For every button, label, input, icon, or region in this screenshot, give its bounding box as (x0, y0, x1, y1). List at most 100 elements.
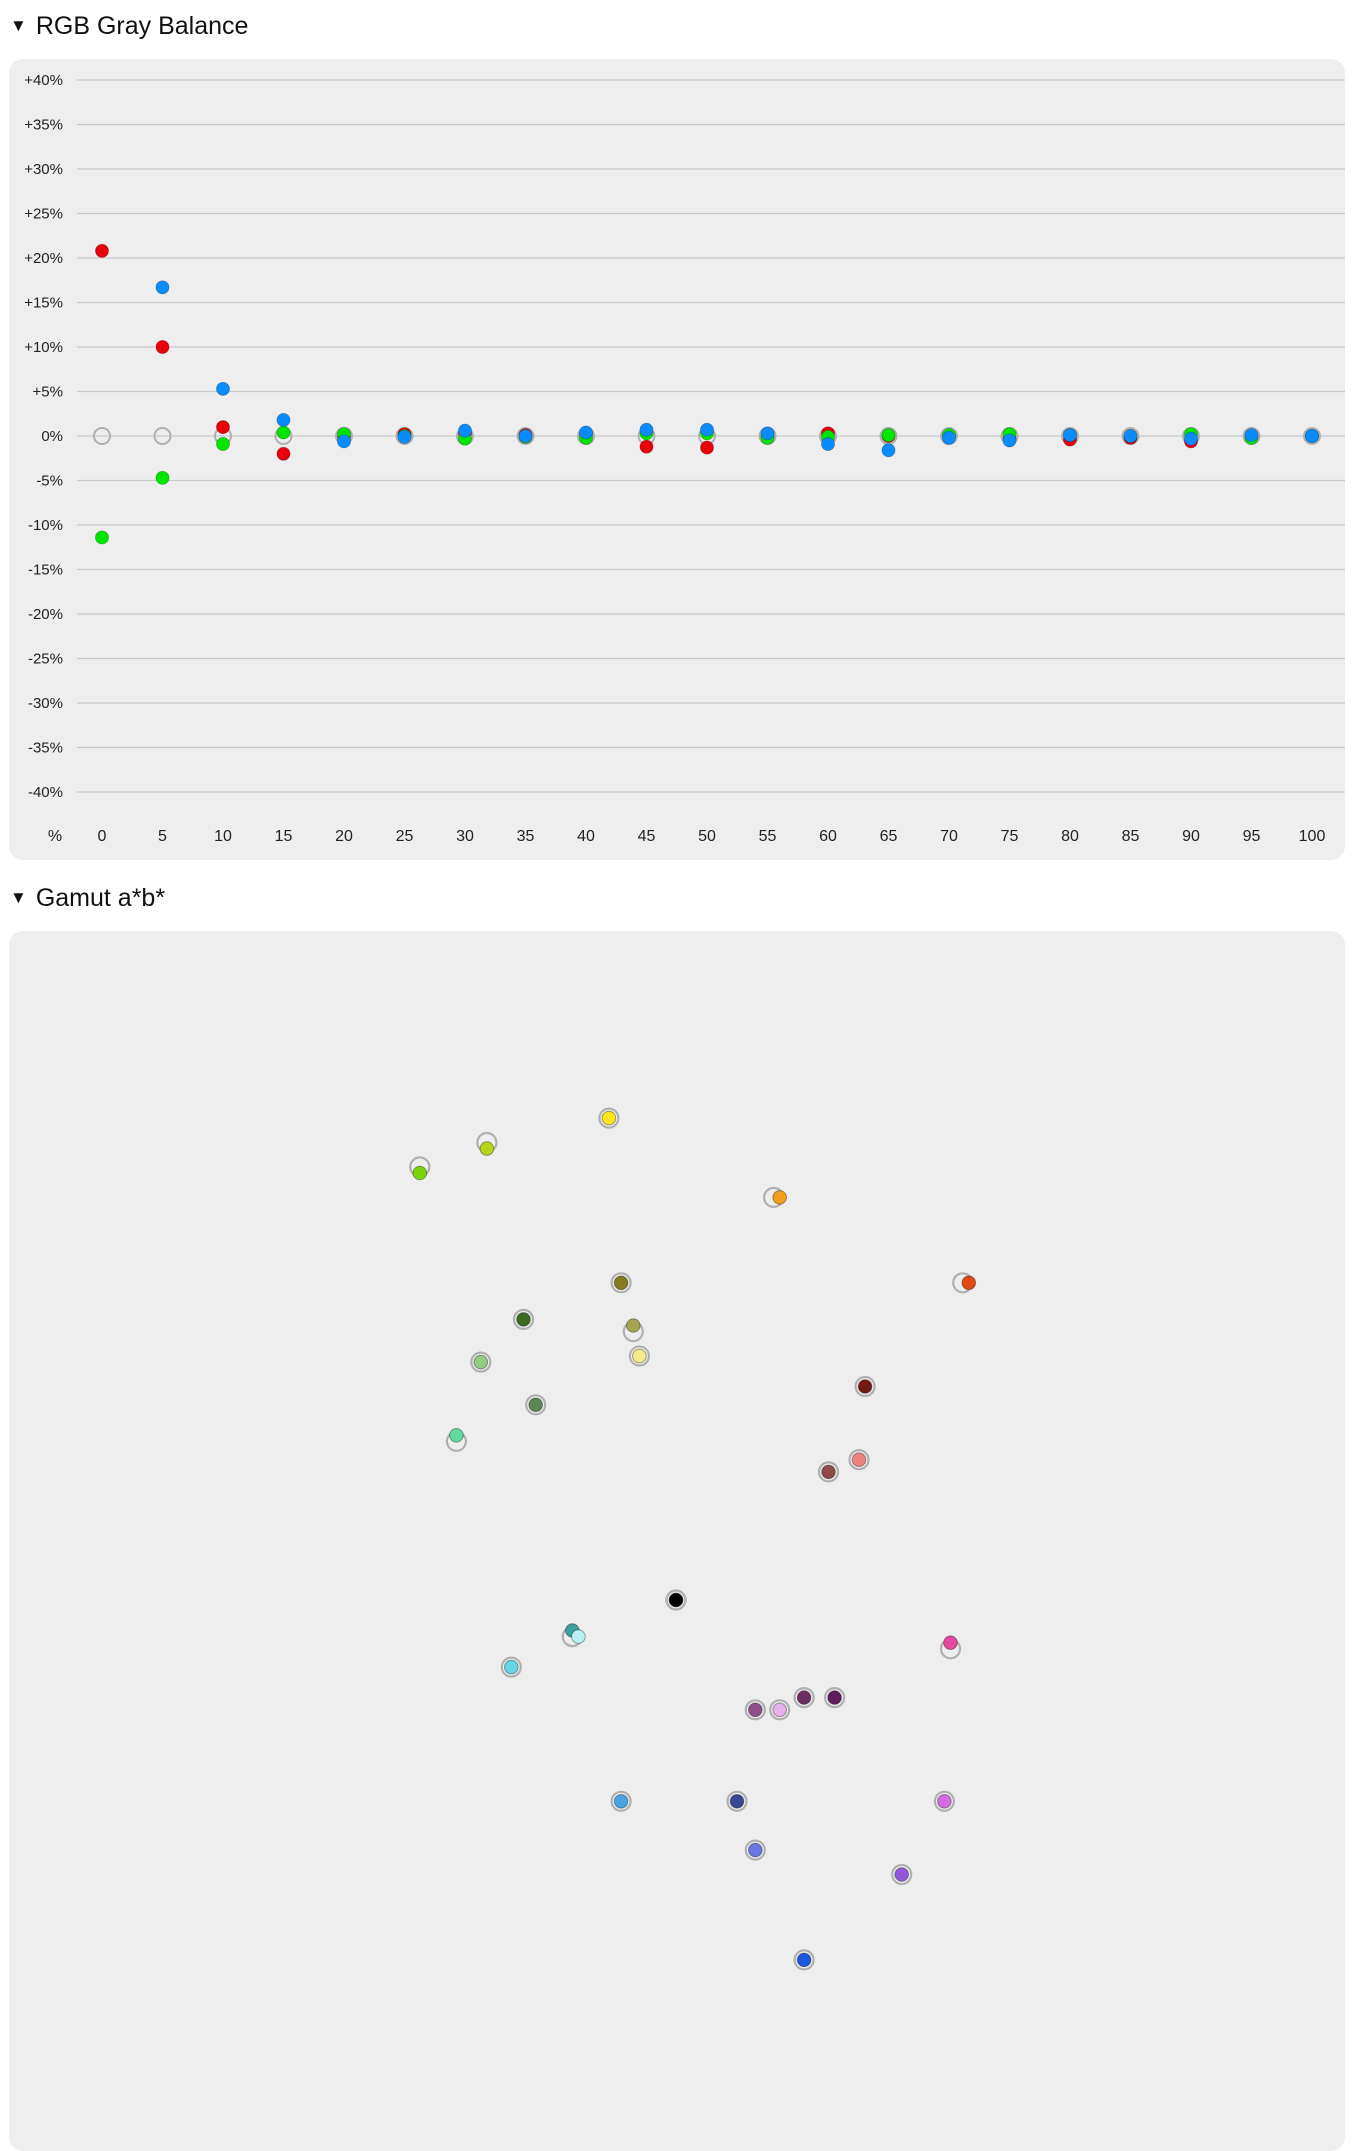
triangle-down-icon: ▼ (10, 887, 27, 907)
gamut-measured-point (479, 1141, 495, 1156)
blue-point (942, 430, 957, 445)
reference-marker (516, 427, 535, 445)
reference-marker (153, 427, 172, 445)
blue-point (1184, 431, 1199, 446)
gamut-measured-point (748, 1702, 763, 1718)
y-tick-label: +35% (24, 117, 63, 134)
gamut-measured-point (668, 1592, 684, 1608)
gamut-reference-marker (665, 1589, 687, 1611)
gamut-title: Gamut a*b* (35, 884, 166, 912)
x-tick-label: 70 (940, 828, 958, 845)
gamut-measured-point (943, 1635, 958, 1651)
y-tick-label: -30% (28, 695, 63, 712)
y-tick-label: -40% (28, 784, 63, 801)
blue-point (760, 426, 775, 441)
gamut-reference-marker (744, 1839, 766, 1861)
x-tick-label: 45 (638, 828, 656, 845)
x-tick-label: 55 (759, 828, 777, 845)
gamut-reference-marker (848, 1449, 870, 1471)
green-point (881, 428, 896, 443)
green-point (215, 437, 230, 452)
gamut-measured-point (626, 1318, 641, 1333)
gamut-measured-point (894, 1867, 910, 1882)
red-point (639, 439, 654, 454)
gamut-reference-marker (598, 1107, 620, 1129)
red-point (155, 339, 170, 354)
y-tick-label: +20% (24, 250, 63, 267)
triangle-down-icon: ▼ (10, 15, 27, 35)
gamut-panel (9, 931, 1345, 2151)
gamut-reference-marker (628, 1345, 651, 1367)
x-tick-label: 40 (577, 828, 595, 845)
x-tick-label: 85 (1122, 828, 1140, 845)
x-tick-label: 30 (456, 828, 474, 845)
x-tick-label: 65 (880, 828, 898, 845)
gamut-measured-point (449, 1428, 464, 1443)
gamut-measured-point (516, 1312, 531, 1327)
gamut-reference-marker (512, 1308, 535, 1330)
blue-point (1123, 428, 1138, 443)
reference-marker (1303, 427, 1321, 445)
blue-point (276, 412, 291, 427)
gamut-measured-point (601, 1110, 617, 1126)
gamut-measured-point (772, 1190, 788, 1205)
x-tick-label: 35 (517, 828, 535, 845)
gamut-measured-point (613, 1275, 629, 1291)
x-tick-label: 80 (1061, 828, 1079, 845)
gamut-reference-marker (933, 1790, 956, 1812)
y-tick-label: +30% (24, 161, 63, 178)
y-tick-label: -5% (36, 473, 63, 490)
gamut-reference-marker (470, 1351, 492, 1373)
gamut-measured-point (748, 1842, 763, 1858)
gamut-measured-point (473, 1354, 489, 1370)
y-tick-label: +25% (24, 206, 63, 223)
gamut-reference-marker (726, 1790, 748, 1812)
x-tick-label: 60 (819, 828, 837, 845)
gamut-reference-marker (610, 1272, 632, 1294)
y-tick-label: +5% (33, 384, 63, 401)
x-tick-label: 90 (1182, 828, 1200, 845)
gamut-header[interactable]: ▼ Gamut a*b* (10, 884, 165, 913)
blue-point (1305, 428, 1320, 443)
red-point (276, 446, 291, 461)
blue-point (397, 429, 412, 444)
gamut-reference-marker (769, 1699, 791, 1721)
gamut-reference-marker (854, 1375, 876, 1398)
y-tick-label: +40% (24, 72, 63, 89)
gamut-measured-point (571, 1629, 586, 1644)
gamut-measured-point (528, 1397, 544, 1413)
x-tick-label: 50 (698, 828, 716, 845)
gamut-measured-point (729, 1794, 745, 1809)
red-point (700, 440, 715, 455)
y-tick-label: -35% (28, 740, 63, 757)
y-tick-label: -25% (28, 651, 63, 668)
gamut-reference-marker (817, 1461, 840, 1483)
red-point (95, 243, 110, 258)
blue-point (215, 381, 230, 396)
gamut-reference-marker (525, 1394, 547, 1416)
x-tick-label: 10 (214, 828, 232, 845)
gamut-reference-marker (610, 1790, 632, 1812)
gray-balance-chart: +40% +35% +30% +25% +20% +15% +10% +5% 0% -5% -10%… (24, 72, 1345, 845)
gray-balance-header[interactable]: ▼ RGB Gray Balance (10, 12, 248, 41)
gamut-measured-point (857, 1379, 873, 1394)
blue-point (821, 437, 836, 452)
x-tick-label: 100 (1299, 828, 1326, 845)
green-point (155, 470, 170, 485)
blue-point (881, 443, 896, 458)
y-tick-label: -10% (28, 517, 63, 534)
blue-point (579, 425, 594, 440)
green-point (276, 425, 291, 440)
gamut-reference-marker (793, 1949, 815, 1971)
gamut-measured-point (961, 1275, 977, 1291)
gamut-measured-point (613, 1794, 629, 1809)
gamut-measured-point (772, 1702, 788, 1718)
gamut-measured-point (632, 1348, 647, 1364)
gray-balance-panel: +40% +35% +30% +25% +20% +15% +10% +5% 0% -5% -10%… (9, 59, 1345, 860)
blue-point (518, 428, 533, 443)
gray-balance-title: RGB Gray Balance (35, 12, 249, 40)
blue-point (700, 422, 715, 437)
y-tick-label: +15% (24, 295, 63, 312)
blue-point (1002, 433, 1017, 448)
x-axis-label: % (48, 828, 62, 845)
